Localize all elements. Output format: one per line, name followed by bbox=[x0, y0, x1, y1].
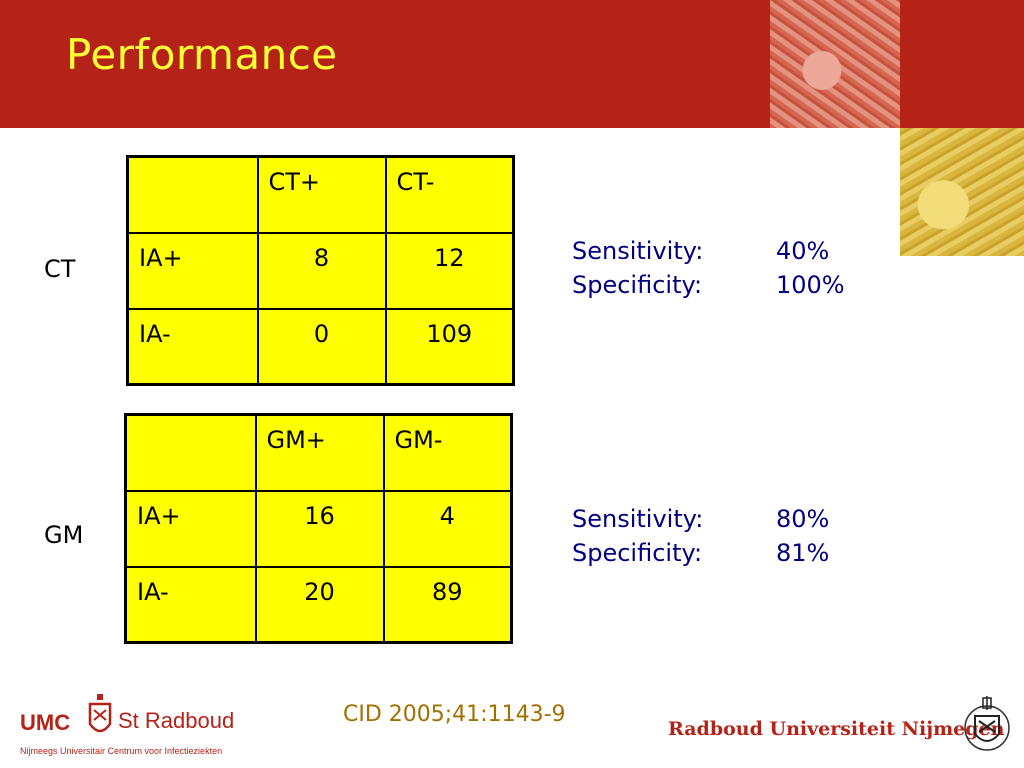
specificity-value: 81% bbox=[776, 539, 830, 567]
table-row: IA+ 16 4 bbox=[124, 489, 513, 568]
table-header-cell: CT+ bbox=[256, 155, 387, 234]
specificity-label: Specificity: bbox=[572, 539, 703, 567]
citation: CID 2005;41:1143-9 bbox=[343, 702, 566, 727]
table-header-cell: GM+ bbox=[254, 413, 385, 492]
specificity-line: Specificity: 100% bbox=[572, 268, 845, 302]
umc-st-radboud-logo: UMC St Radboud Nijmeegs Universitair Cen… bbox=[20, 694, 240, 760]
sensitivity-line: Sensitivity: 40% bbox=[572, 234, 845, 268]
table-row: GM+ GM- bbox=[124, 413, 513, 492]
table-cell: 20 bbox=[254, 565, 385, 644]
table-cell: 8 bbox=[256, 231, 387, 310]
sensitivity-label: Sensitivity: bbox=[572, 505, 704, 533]
university-seal-icon bbox=[964, 696, 1010, 751]
table-row: CT+ CT- bbox=[126, 155, 515, 234]
gm-table: GM+ GM- IA+ 16 4 IA- 20 89 bbox=[124, 413, 513, 644]
st-radboud-logo-text: St Radboud bbox=[118, 708, 235, 733]
header-photo bbox=[770, 0, 900, 128]
table-cell-corner bbox=[126, 155, 259, 234]
umc-subtitle: Nijmeegs Universitair Centrum voor Infec… bbox=[20, 746, 223, 756]
specificity-value: 100% bbox=[776, 271, 845, 299]
table-row-label: IA- bbox=[124, 565, 257, 644]
table-row: IA- 20 89 bbox=[124, 565, 513, 644]
table-row: IA+ 8 12 bbox=[126, 231, 515, 310]
table-cell: 16 bbox=[254, 489, 385, 568]
table-cell: 89 bbox=[382, 565, 513, 644]
sensitivity-label: Sensitivity: bbox=[572, 237, 704, 265]
table-row-label: IA- bbox=[126, 307, 259, 386]
gm-row-label: GM bbox=[44, 521, 84, 549]
ct-stats: Sensitivity: 40% Specificity: 100% bbox=[572, 234, 845, 302]
sensitivity-value: 40% bbox=[776, 237, 830, 265]
sensitivity-line: Sensitivity: 80% bbox=[572, 502, 829, 536]
table-row-label: IA+ bbox=[126, 231, 259, 310]
table-cell: 12 bbox=[384, 231, 515, 310]
table-cell: 109 bbox=[384, 307, 515, 386]
ct-table: CT+ CT- IA+ 8 12 IA- 0 109 bbox=[126, 155, 515, 386]
table-header-cell: GM- bbox=[382, 413, 513, 492]
table-row-label: IA+ bbox=[124, 489, 257, 568]
specificity-line: Specificity: 81% bbox=[572, 536, 829, 570]
umc-logo-text: UMC bbox=[20, 710, 71, 735]
sensitivity-value: 80% bbox=[776, 505, 830, 533]
table-header-cell: CT- bbox=[384, 155, 515, 234]
university-name: Radboud Universiteit Nijmegen bbox=[668, 718, 1005, 740]
ct-row-label: CT bbox=[44, 255, 76, 283]
specificity-label: Specificity: bbox=[572, 271, 703, 299]
table-cell: 4 bbox=[382, 489, 513, 568]
slide-title: Performance bbox=[66, 30, 338, 79]
table-cell-corner bbox=[124, 413, 257, 492]
side-photo bbox=[900, 128, 1024, 256]
radboud-seal-icon bbox=[88, 694, 112, 733]
header-banner-right bbox=[900, 0, 1024, 128]
table-cell: 0 bbox=[256, 307, 387, 386]
table-row: IA- 0 109 bbox=[126, 307, 515, 386]
gm-stats: Sensitivity: 80% Specificity: 81% bbox=[572, 502, 829, 570]
